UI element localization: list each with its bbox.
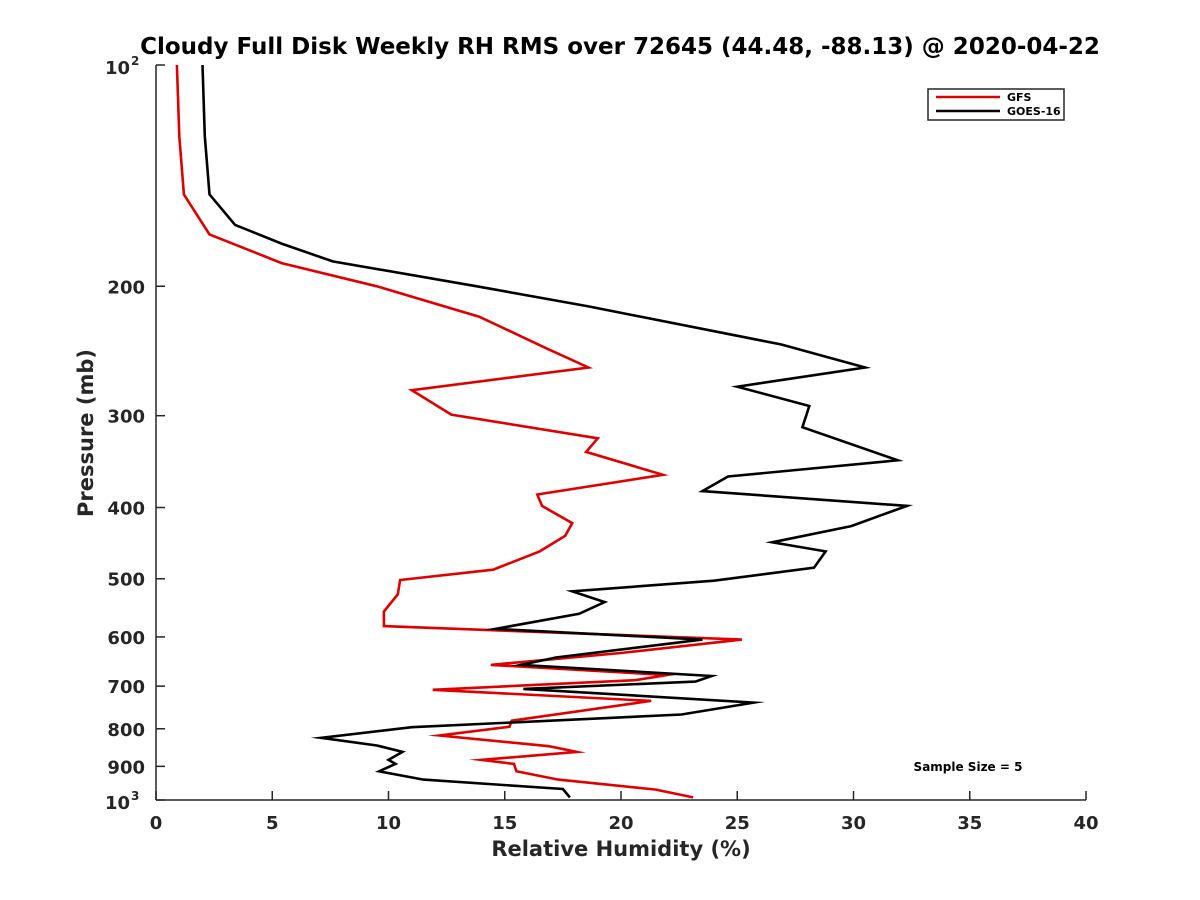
- legend-box: [927, 88, 1065, 121]
- x-tick-label: 20: [608, 813, 633, 834]
- series-line-gfs: [175, 64, 743, 799]
- y-tick-label-power: 10 2: [105, 54, 139, 79]
- x-tick-label: 10: [376, 813, 401, 834]
- x-axis-label: Relative Humidity (%): [491, 837, 750, 861]
- legend: GFS GOES-16: [927, 88, 1065, 121]
- legend-label-gfs: GFS: [1007, 91, 1032, 104]
- y-tick-label: 200: [107, 277, 145, 298]
- y-axis-label: Pressure (mb): [74, 349, 98, 517]
- legend-label-goes-16: GOES-16: [1007, 105, 1061, 118]
- y-tick-label: 300: [107, 407, 145, 428]
- y-tick-label: 500: [107, 570, 145, 591]
- sample-size-annotation: Sample Size = 5: [914, 760, 1023, 774]
- series-line-goes-16: [201, 64, 914, 799]
- x-tick-label: 5: [266, 813, 279, 834]
- x-tick-label: 0: [150, 813, 163, 834]
- y-tick-label: 700: [107, 677, 145, 698]
- x-axis-ticks: 0 5 10 15 20 25 30 35 40: [150, 791, 1099, 834]
- chart-title: Cloudy Full Disk Weekly RH RMS over 7264…: [140, 34, 1100, 60]
- y-tick-label: 400: [107, 499, 145, 520]
- y-tick-label-power: 10 3: [105, 789, 139, 814]
- y-tick-exponent: 2: [131, 54, 139, 68]
- y-tick-label: 600: [107, 628, 145, 649]
- x-tick-label: 35: [957, 813, 982, 834]
- x-tick-label: 15: [492, 813, 517, 834]
- x-tick-label: 40: [1073, 813, 1098, 834]
- y-tick-exponent: 3: [131, 789, 139, 803]
- y-tick-label: 900: [107, 757, 145, 778]
- series-layer: [175, 64, 914, 799]
- x-tick-label: 25: [725, 813, 750, 834]
- y-tick-label: 800: [107, 720, 145, 741]
- x-tick-label: 30: [841, 813, 866, 834]
- y-tick-base: 10: [105, 58, 130, 79]
- y-tick-base: 10: [105, 793, 130, 814]
